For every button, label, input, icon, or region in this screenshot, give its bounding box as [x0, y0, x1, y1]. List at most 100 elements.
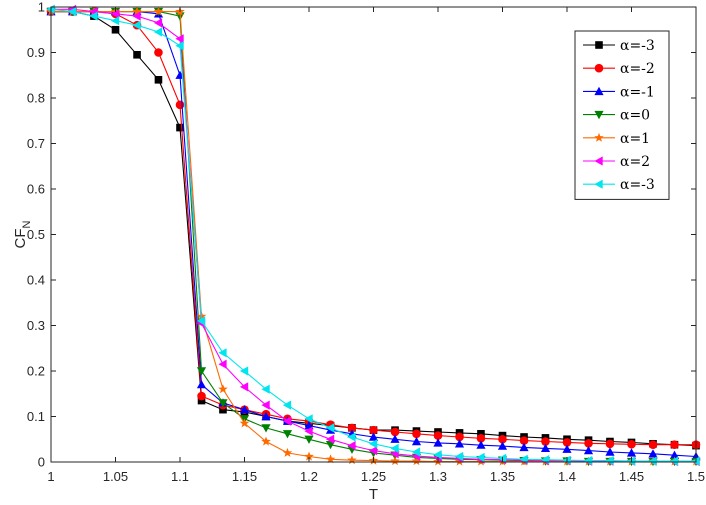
data-point: [219, 405, 227, 414]
y-tick-label: 0.5: [27, 227, 45, 242]
data-point: [261, 411, 271, 421]
legend-label: α=1: [620, 131, 650, 147]
data-point: [411, 447, 421, 457]
data-point: [282, 447, 293, 457]
data-point: [176, 123, 184, 132]
legend-marker: [595, 41, 603, 49]
data-point: [67, 7, 77, 17]
legend: α=-3 α=-2 α=-1 α=0 α=1 α=2 α=-3: [574, 30, 670, 200]
data-point: [196, 316, 206, 326]
data-point: [368, 446, 378, 456]
x-tick-label: 1.35: [490, 469, 515, 484]
legend-item: α=-1: [583, 84, 655, 100]
data-point: [239, 382, 249, 392]
legend-label: α=-2: [620, 61, 655, 77]
data-point: [583, 456, 593, 466]
y-axis-label: CFN: [12, 220, 33, 248]
y-tick-label: 0.4: [27, 273, 45, 288]
tick-layer: 1 1.05 1.1 1.15 1.2 1.25 1.3 1.35 1.4 1.45 1.5 0 0.1…: [27, 0, 705, 484]
data-point: [669, 450, 680, 459]
y-tick-label: 0: [38, 455, 45, 470]
data-point: [454, 451, 464, 462]
data-point: [153, 18, 163, 28]
data-point: [282, 430, 293, 439]
x-axis-label: T: [369, 486, 378, 503]
legend-item: α=2: [583, 154, 650, 170]
y-tick-label: 0.1: [27, 409, 45, 424]
data-point: [261, 400, 270, 410]
data-point: [282, 416, 292, 426]
legend-marker: [594, 132, 604, 142]
data-point: [476, 434, 486, 443]
x-tick-label: 1.15: [232, 469, 257, 484]
data-point: [433, 450, 442, 460]
legend-marker: [594, 110, 604, 120]
y-tick-label: 0.8: [27, 91, 45, 106]
legend-label: α=-3: [620, 177, 655, 193]
x-tick-label: 1.3: [429, 469, 447, 484]
data-point: [175, 34, 184, 44]
data-point: [132, 6, 142, 16]
data-point: [476, 440, 486, 449]
data-point: [261, 384, 270, 394]
data-point: [648, 440, 658, 450]
data-point: [605, 456, 614, 466]
data-point: [261, 424, 271, 433]
data-point: [325, 454, 336, 464]
data-point: [498, 434, 507, 444]
legend-marker: [594, 156, 603, 166]
data-point: [347, 423, 357, 433]
data-point: [433, 438, 443, 447]
data-point: [562, 438, 572, 447]
data-point: [541, 437, 550, 446]
x-tick-label: 1.45: [619, 469, 644, 484]
data-point: [154, 48, 163, 57]
data-point: [304, 426, 313, 436]
data-point: [390, 427, 400, 437]
data-point: [154, 76, 163, 84]
data-point: [497, 441, 508, 450]
data-point: [454, 439, 465, 448]
legend-item: α=-3: [583, 177, 655, 193]
data-point: [153, 6, 164, 16]
data-point: [197, 396, 206, 405]
data-point: [347, 455, 357, 465]
data-point: [218, 359, 227, 369]
legend-marker: [594, 63, 604, 73]
data-point: [390, 456, 400, 466]
legend-item: α=-2: [583, 61, 655, 77]
data-point: [368, 432, 379, 441]
x-tick-label: 1.25: [361, 469, 386, 484]
data-point: [584, 439, 593, 448]
data-point: [153, 27, 163, 37]
data-point: [369, 425, 378, 435]
data-point: [304, 421, 314, 430]
legend-item: α=1: [583, 131, 650, 147]
data-point: [132, 20, 141, 30]
data-point: [239, 405, 250, 414]
data-point: [519, 442, 529, 452]
data-point: [261, 436, 271, 446]
data-point: [476, 452, 485, 463]
data-point: [626, 448, 637, 457]
data-point: [347, 432, 356, 442]
x-tick-label: 1.4: [558, 469, 576, 484]
data-point: [196, 380, 207, 389]
x-tick-label: 1.2: [300, 469, 318, 484]
data-point: [89, 11, 98, 21]
data-point: [132, 11, 141, 21]
legend-label: α=0: [620, 108, 650, 124]
data-point: [583, 446, 594, 455]
data-point: [477, 429, 485, 438]
x-tick-label: 1.05: [103, 469, 128, 484]
data-point: [669, 456, 679, 466]
data-point: [455, 432, 464, 442]
data-point: [390, 434, 400, 443]
data-point: [110, 16, 120, 26]
data-point: [648, 456, 657, 466]
legend-label: α=2: [620, 154, 650, 170]
data-point: [175, 100, 185, 110]
data-point: [454, 456, 465, 466]
data-point: [433, 431, 443, 440]
data-point: [304, 451, 314, 461]
